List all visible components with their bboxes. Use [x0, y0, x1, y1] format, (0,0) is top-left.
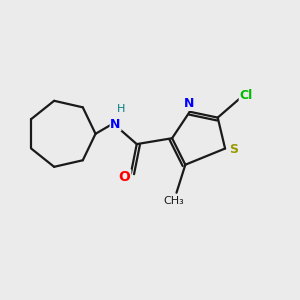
- Text: Cl: Cl: [240, 89, 253, 102]
- Text: S: S: [229, 143, 238, 157]
- Text: N: N: [110, 118, 121, 130]
- Text: CH₃: CH₃: [164, 196, 184, 206]
- Text: H: H: [117, 104, 126, 114]
- Text: O: O: [118, 170, 130, 184]
- Text: N: N: [184, 97, 194, 110]
